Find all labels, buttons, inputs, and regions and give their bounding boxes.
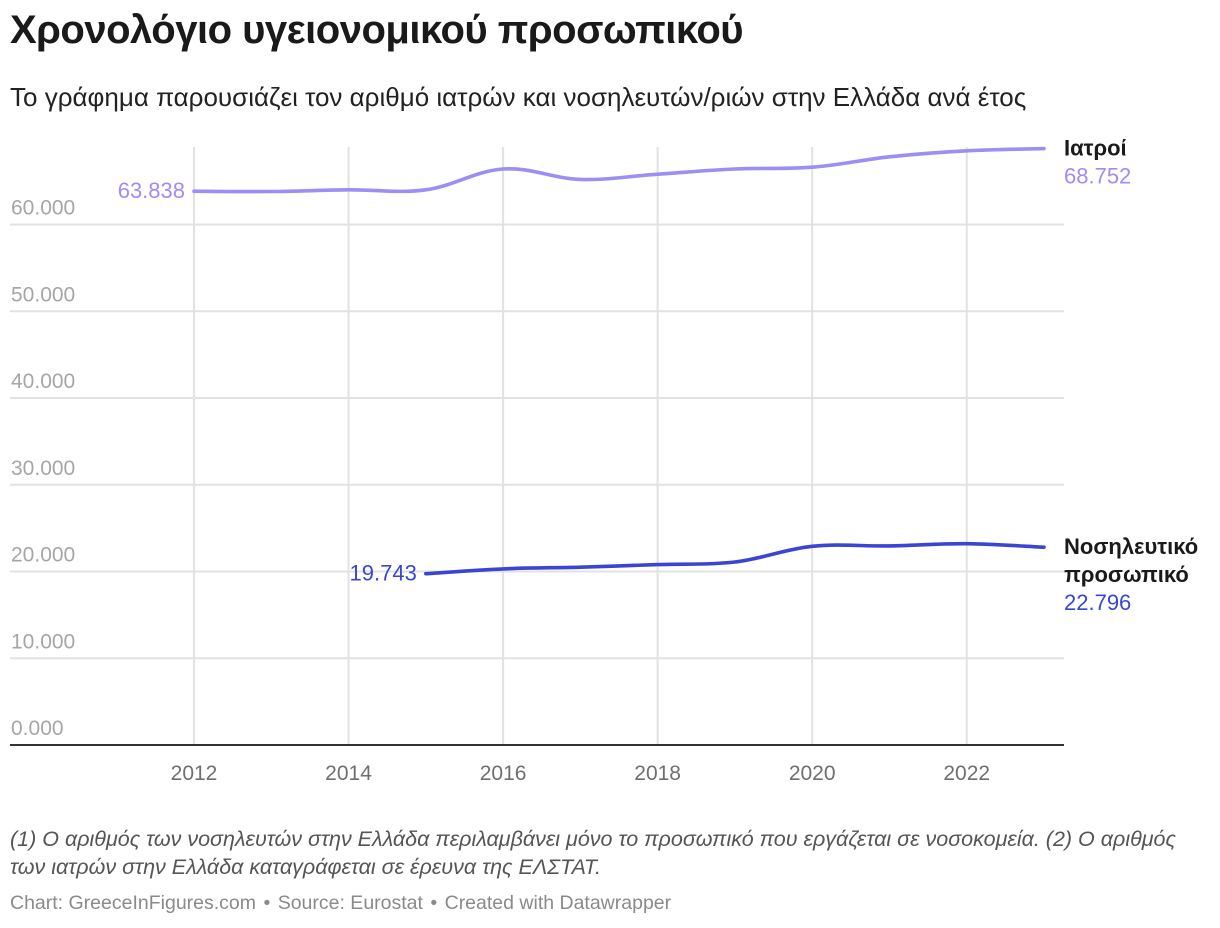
source-credit[interactable]: Source: Eurostat — [277, 892, 423, 914]
line-chart: 2012 2014 2016 2018 2020 2022 0.000 10.000 20.00… — [10, 136, 1199, 785]
datawrapper-credit[interactable]: Created with Datawrapper — [444, 892, 672, 914]
series-line-doctors — [192, 146, 1046, 194]
y-tick-label: 50.000 — [11, 283, 75, 306]
end-value-label-doctors: 68.752 — [1064, 164, 1131, 189]
y-tick-label: 60.000 — [11, 197, 75, 220]
series-line-nurses — [424, 541, 1046, 576]
start-value-label-nurses: 19.743 — [350, 561, 417, 586]
y-tick-label: 20.000 — [11, 544, 75, 567]
x-tick-label: 2020 — [789, 762, 836, 785]
x-tick-label: 2016 — [480, 762, 527, 785]
x-tick-label: 2012 — [171, 762, 218, 785]
start-value-label-doctors: 63.838 — [118, 178, 185, 203]
chart-credit[interactable]: Chart: GreeceInFigures.com — [10, 892, 257, 914]
chart-footer: Chart: GreeceInFigures.com • Source: Eur… — [10, 892, 671, 915]
x-tick-label: 2022 — [943, 762, 990, 785]
y-tick-label: 40.000 — [11, 370, 75, 393]
y-tick-label: 10.000 — [11, 630, 75, 653]
y-tick-label: 30.000 — [11, 457, 75, 480]
series-layer — [192, 146, 1046, 576]
x-tick-label: 2014 — [325, 762, 372, 785]
grid-layer: 2012 2014 2016 2018 2020 2022 0.000 10.000 20.00… — [10, 147, 1064, 785]
chart-subtitle: Το γράφημα παρουσιάζει τον αριθμό ιατρών… — [10, 82, 1027, 112]
x-tick-label: 2018 — [634, 762, 681, 785]
series-name-label-nurses: Νοσηλευτικό — [1064, 534, 1198, 559]
end-value-label-nurses: 22.796 — [1064, 590, 1131, 615]
chart-title: Χρονολόγιο υγειονομικού προσωπικού — [10, 8, 744, 52]
footer-separator: • — [430, 892, 438, 914]
y-tick-label: 0.000 — [11, 717, 64, 740]
chart-notes: (1) Ο αριθμός των νοσηλευτών στην Ελλάδα… — [10, 827, 1176, 879]
series-name-label-doctors: Ιατροί — [1064, 136, 1127, 161]
footer-separator: • — [263, 892, 271, 914]
series-name-label-nurses: προσωπικό — [1064, 562, 1189, 587]
label-layer: 63.838 Ιατροί 68.752 19.743 Νοσηλευτικό προσω… — [118, 136, 1199, 616]
